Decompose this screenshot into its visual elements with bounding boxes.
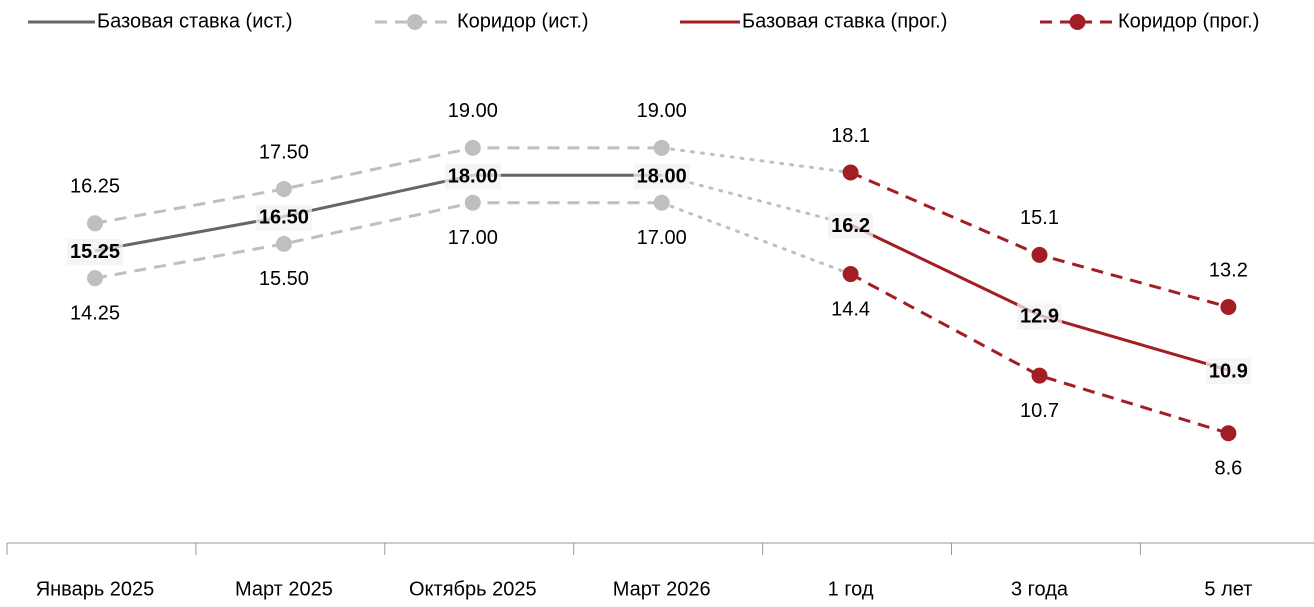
legend-label: Базовая ставка (прог.) bbox=[742, 10, 947, 32]
label-bg bbox=[633, 163, 690, 190]
data-label: 15.25 bbox=[70, 241, 120, 263]
data-label: 10.9 bbox=[1209, 360, 1248, 382]
data-label: 19.00 bbox=[637, 100, 687, 122]
data-label: 18.1 bbox=[831, 125, 870, 147]
data-label: 13.2 bbox=[1209, 259, 1248, 281]
label-bg bbox=[444, 163, 501, 190]
data-label-group: 16.50 bbox=[255, 204, 312, 231]
data-label: 14.25 bbox=[70, 302, 120, 324]
data-label: 17.00 bbox=[448, 227, 498, 249]
data-label: 18.00 bbox=[637, 166, 687, 188]
data-label: 10.7 bbox=[1020, 400, 1059, 422]
data-label: 18.00 bbox=[448, 166, 498, 188]
data-label: 17.00 bbox=[637, 227, 687, 249]
data-label-group: 15.25 bbox=[66, 239, 124, 266]
data-label: 8.6 bbox=[1214, 458, 1242, 480]
label-bg bbox=[255, 204, 312, 231]
marker bbox=[275, 235, 292, 252]
connector bbox=[660, 146, 853, 175]
data-label-group: 12.9 bbox=[1017, 303, 1062, 330]
x-tick-label: 3 года bbox=[1011, 578, 1069, 600]
label-bg bbox=[1205, 358, 1251, 385]
x-tick-label: Март 2026 bbox=[613, 578, 711, 600]
legend-label: Коридор (прог.) bbox=[1118, 10, 1259, 32]
marker bbox=[1031, 246, 1048, 263]
data-label-group: 18.00 bbox=[633, 163, 690, 190]
data-label: 19.00 bbox=[448, 100, 498, 122]
data-label: 16.50 bbox=[259, 207, 309, 229]
marker bbox=[1031, 367, 1048, 384]
x-tick-label: Январь 2025 bbox=[36, 578, 155, 600]
legend-marker bbox=[407, 14, 423, 30]
data-label: 15.1 bbox=[1020, 207, 1059, 229]
data-label: 16.2 bbox=[831, 215, 870, 237]
data-label-group: 16.2 bbox=[828, 212, 874, 239]
x-tick-label: 5 лет bbox=[1204, 578, 1252, 600]
data-label-group: 10.9 bbox=[1205, 358, 1251, 385]
x-tick-label: Октябрь 2025 bbox=[409, 578, 537, 600]
data-label: 16.25 bbox=[70, 176, 120, 198]
marker bbox=[1220, 298, 1237, 315]
marker bbox=[653, 194, 670, 211]
legend-label: Коридор (ист.) bbox=[457, 10, 589, 32]
label-bg bbox=[66, 239, 124, 266]
connector bbox=[660, 173, 853, 227]
data-label: 14.4 bbox=[831, 298, 870, 320]
series-line bbox=[94, 201, 662, 280]
data-label: 12.9 bbox=[1020, 306, 1059, 328]
marker bbox=[842, 266, 859, 283]
x-tick-label: 1 год bbox=[828, 578, 874, 600]
marker bbox=[275, 180, 292, 197]
x-tick-label: Март 2025 bbox=[235, 578, 333, 600]
legend-label: Базовая ставка (ист.) bbox=[97, 10, 293, 32]
marker bbox=[653, 139, 670, 156]
marker bbox=[464, 194, 481, 211]
data-label: 15.50 bbox=[259, 268, 309, 290]
marker bbox=[87, 215, 103, 232]
connector bbox=[660, 201, 853, 276]
series-line bbox=[849, 223, 1229, 372]
label-bg bbox=[1017, 303, 1062, 330]
marker bbox=[87, 270, 103, 287]
data-label-group: 18.00 bbox=[444, 163, 501, 190]
legend-marker bbox=[1069, 14, 1086, 30]
marker bbox=[464, 139, 481, 156]
label-bg bbox=[828, 212, 874, 239]
series-line bbox=[849, 272, 1229, 435]
marker bbox=[1220, 425, 1237, 442]
series-line bbox=[850, 171, 1229, 309]
marker bbox=[842, 164, 859, 181]
series-line bbox=[94, 146, 662, 225]
data-label: 17.50 bbox=[259, 141, 309, 163]
series-line bbox=[94, 173, 662, 253]
